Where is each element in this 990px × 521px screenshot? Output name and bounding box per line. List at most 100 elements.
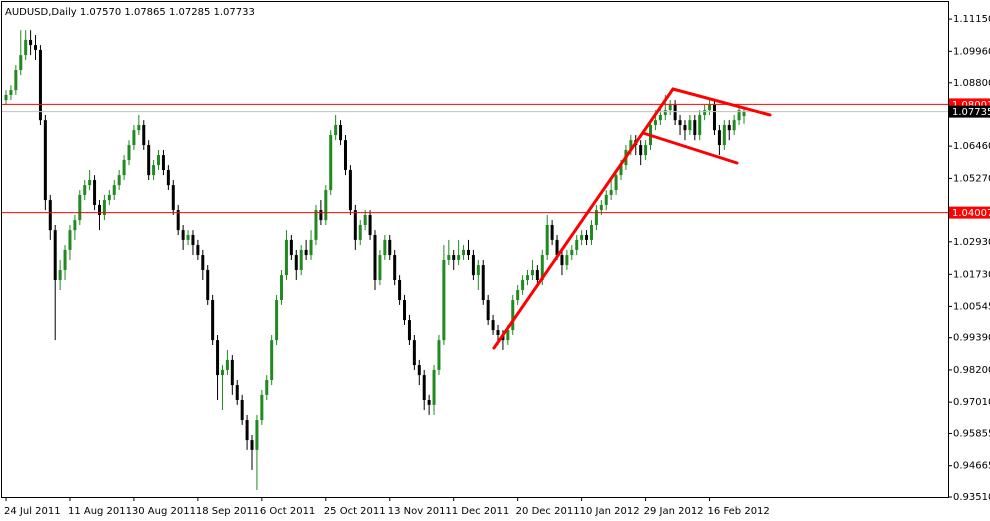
candle-body <box>353 210 357 240</box>
y-tick-label: 0.93510 <box>953 492 990 503</box>
candle-body <box>604 194 608 205</box>
candle-body <box>181 230 185 240</box>
x-tick-label: 24 Jul 2011 <box>4 506 61 517</box>
candle-body <box>29 39 33 46</box>
candle-body <box>166 169 170 186</box>
x-tick-label: 6 Oct 2011 <box>260 506 315 517</box>
candle-body <box>289 239 293 256</box>
x-tick-label: 10 Jan 2012 <box>580 506 640 517</box>
y-tick-label: 1.05270 <box>953 173 990 184</box>
candle-body <box>550 224 554 240</box>
candle-body <box>585 235 589 240</box>
candle-body <box>211 300 215 341</box>
candle-body <box>717 130 721 146</box>
candle-body <box>368 214 372 236</box>
x-tick-label: 16 Feb 2012 <box>708 506 770 517</box>
candle-body <box>348 169 352 211</box>
candle-body <box>442 259 446 341</box>
x-tick-label: 25 Oct 2011 <box>324 506 386 517</box>
candle-body <box>225 359 229 370</box>
candle-body <box>639 145 643 156</box>
candle-body <box>383 239 387 256</box>
candle-body <box>176 210 180 231</box>
candle-body <box>580 235 584 240</box>
candle-body <box>43 120 47 201</box>
candle-body <box>142 125 146 146</box>
candle-body <box>530 269 534 276</box>
chart-title: AUDUSD,Daily 1.07570 1.07865 1.07285 1.0… <box>5 7 255 18</box>
y-tick-label: 0.95855 <box>953 428 990 439</box>
candle-body <box>466 249 470 256</box>
candle-body <box>693 120 697 136</box>
candle-body <box>235 385 239 401</box>
candle-body <box>373 235 377 280</box>
candle-body <box>506 330 510 341</box>
price-label: 1.04007 <box>952 208 990 219</box>
x-tick-label: 29 Jan 2012 <box>644 506 704 517</box>
candle-body <box>14 70 18 91</box>
candle-body <box>742 111 746 117</box>
x-tick-label: 11 Aug 2011 <box>68 506 132 517</box>
y-tick-label: 1.08800 <box>953 78 990 89</box>
candle-body <box>48 200 52 231</box>
candle-body <box>521 279 525 291</box>
flag-line <box>671 87 772 117</box>
candle-body <box>343 140 347 170</box>
candle-body <box>516 290 520 301</box>
candle-body <box>334 125 338 136</box>
candle-body <box>658 114 662 121</box>
x-tick-label: 1 Dec 2011 <box>452 506 510 517</box>
candle-body <box>63 249 67 270</box>
candle-body <box>339 125 343 141</box>
candle-body <box>594 210 598 225</box>
y-tick-label: 0.94665 <box>953 461 990 472</box>
candle-body <box>53 230 57 280</box>
marks: 1.11150 1.09960 1.08800 1.06460 1.05270 1.029… <box>2 14 990 517</box>
candle-body <box>417 365 421 376</box>
candle-body <box>38 49 42 121</box>
y-tick-label: 1.02930 <box>953 237 990 248</box>
candle-body <box>471 255 475 276</box>
candle-body <box>452 255 456 260</box>
candle-body <box>437 340 441 370</box>
candle-body <box>206 269 210 301</box>
candle-body <box>432 369 436 405</box>
y-tick-label: 1.01730 <box>953 269 990 280</box>
candle-body <box>644 145 648 156</box>
price-label: 1.07735 <box>952 107 990 118</box>
candle-body <box>619 165 623 176</box>
candle-body <box>191 235 195 246</box>
candle-body <box>722 125 726 146</box>
candle-body <box>4 94 8 101</box>
candle-body <box>668 104 672 111</box>
candle-body <box>698 114 702 136</box>
trend-lines <box>492 87 772 350</box>
price-label: 1.08001 <box>952 100 990 111</box>
candle-body <box>589 224 593 240</box>
candle-body <box>486 300 490 321</box>
candle-body <box>83 185 87 195</box>
candle-body <box>683 125 687 131</box>
flag-line <box>641 131 739 165</box>
candle-body <box>526 275 530 280</box>
y-tick-label: 1.09960 <box>953 46 990 57</box>
candle-body <box>535 269 539 280</box>
candle-body <box>220 369 224 376</box>
x-tick-label: 13 Nov 2011 <box>388 506 452 517</box>
candle-body <box>122 159 126 176</box>
candle-body <box>511 300 515 331</box>
x-tick-label: 20 Dec 2011 <box>516 506 580 517</box>
candle-body <box>422 375 426 401</box>
candle-body <box>358 224 362 240</box>
plot-frame <box>1 1 949 498</box>
candle-body <box>171 185 175 211</box>
candle-body <box>324 190 328 221</box>
candle-body <box>712 104 716 131</box>
candle-body <box>265 379 269 395</box>
candle-body <box>688 120 692 131</box>
candle-body <box>403 300 407 321</box>
